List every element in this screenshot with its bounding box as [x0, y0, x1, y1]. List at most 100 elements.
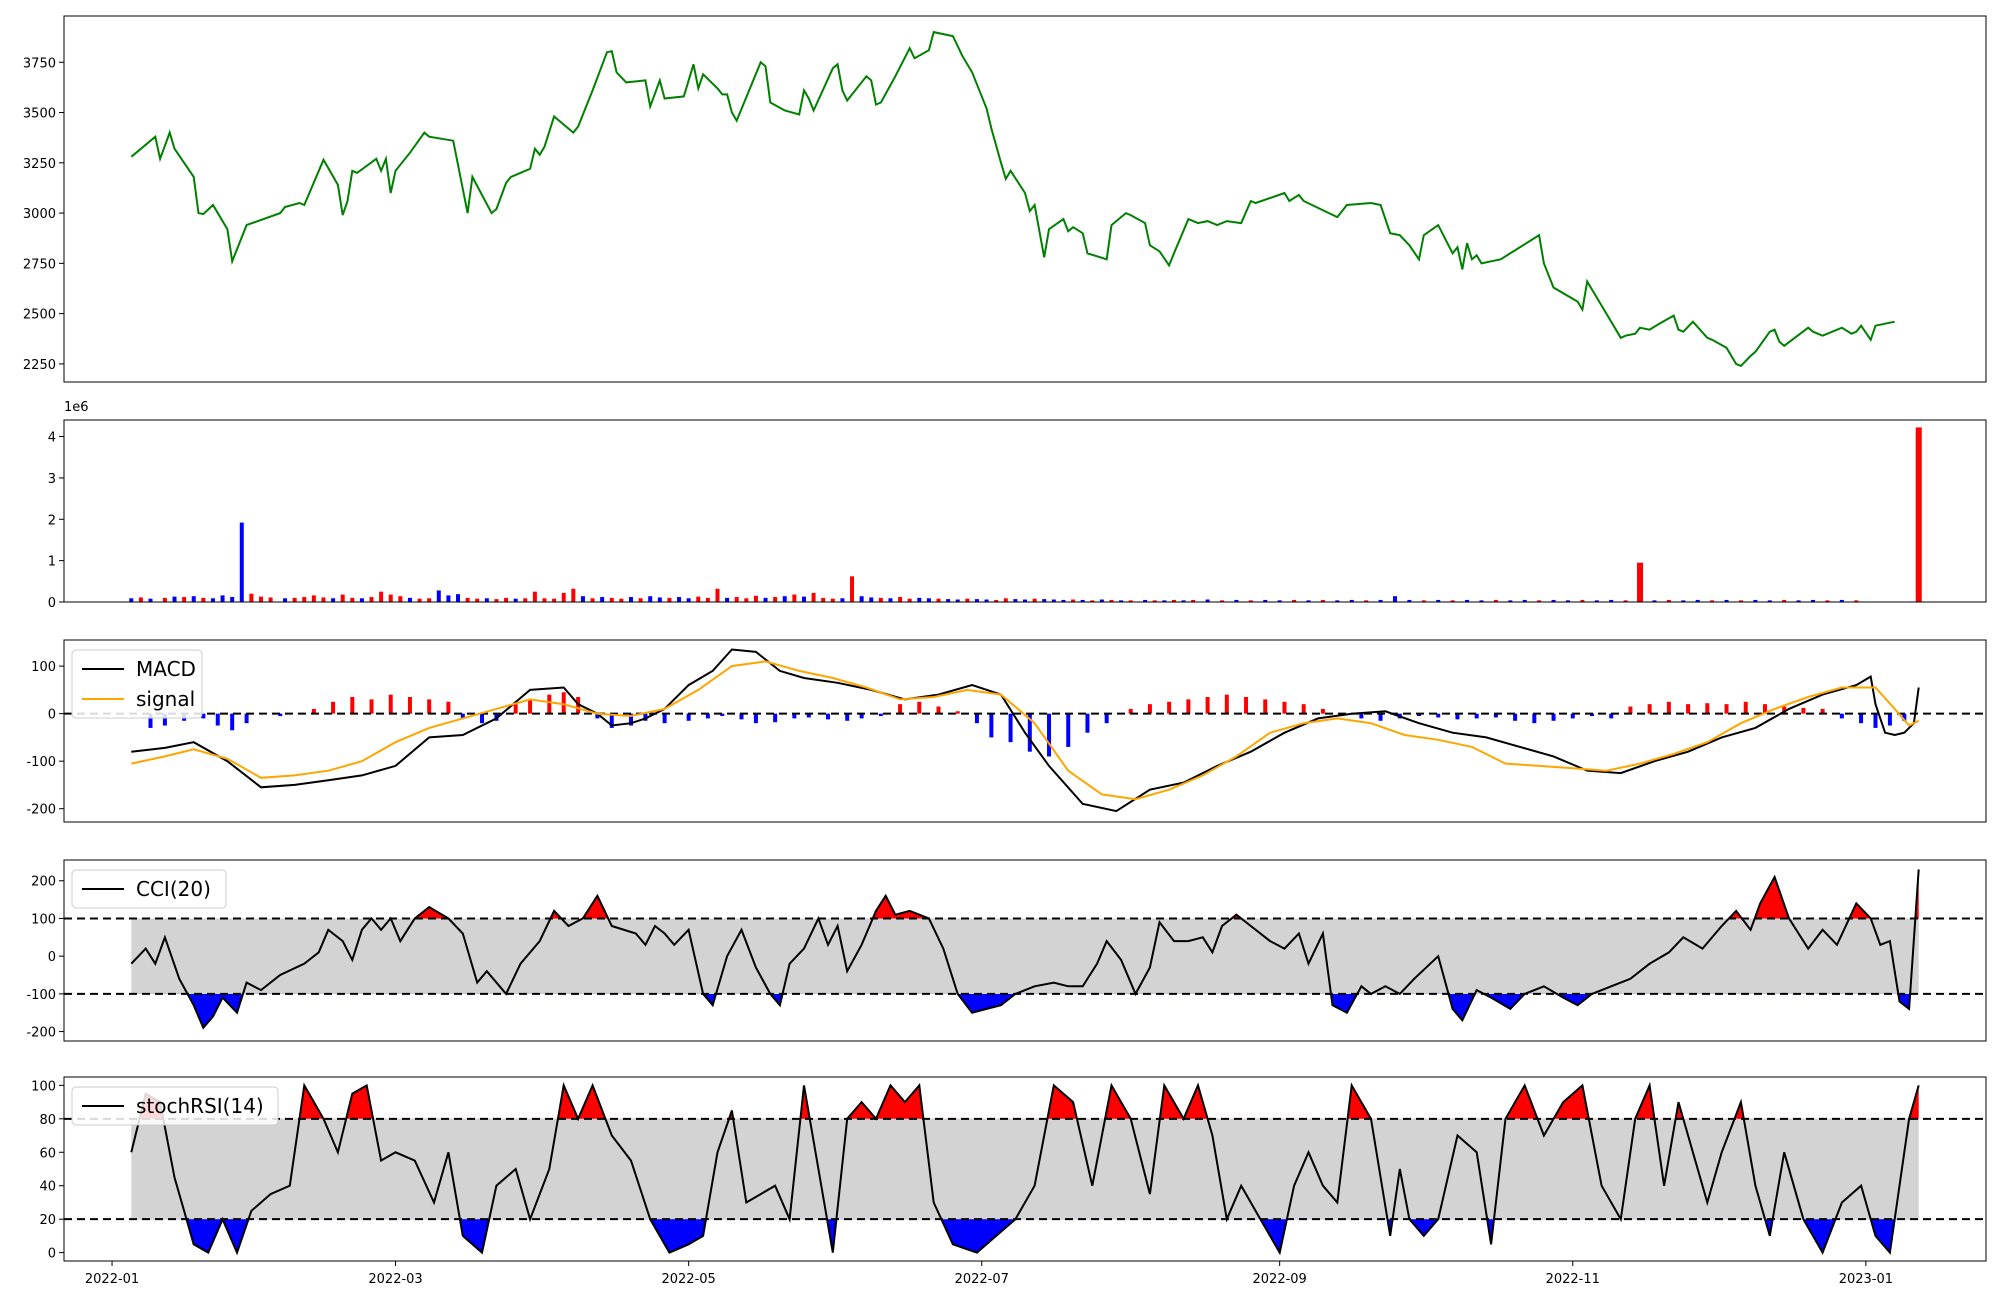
x-tick-label: 2023-01: [1839, 1272, 1893, 1287]
volume-bar: [974, 599, 979, 602]
macd-histogram-bar: [739, 713, 744, 720]
macd-histogram-bar: [1859, 713, 1864, 724]
macd-histogram-bar: [936, 706, 941, 714]
macd-series-line: [131, 660, 1920, 801]
macd-histogram-bar: [1820, 708, 1825, 714]
stochrsi-ytick-label: 80: [39, 1113, 56, 1128]
volume-bar: [1320, 599, 1325, 602]
volume-bar: [1162, 600, 1167, 602]
macd-histogram-bar: [753, 713, 758, 724]
volume-bar: [220, 595, 225, 602]
volume-bar: [239, 522, 244, 602]
macd-ytick-label: -200: [26, 803, 56, 818]
volume-bar: [523, 598, 528, 602]
macd-histogram-bar: [244, 713, 249, 724]
macd-histogram-bar: [1743, 701, 1748, 714]
volume-bar: [878, 597, 883, 602]
macd-histogram-bar: [609, 713, 614, 728]
volume-bar: [600, 597, 605, 602]
volume-bar: [172, 596, 177, 602]
macd-histogram-bar: [825, 713, 830, 720]
volume-bar: [1537, 600, 1542, 602]
volume-bar: [1594, 600, 1599, 602]
macd-histogram-bar: [1066, 713, 1071, 747]
volume-bar: [1407, 599, 1412, 602]
volume-bar: [1292, 599, 1297, 602]
x-tick-label: 2022-05: [661, 1272, 715, 1287]
macd-histogram-bar: [1532, 713, 1537, 724]
volume-bar: [1378, 599, 1383, 602]
volume-bar: [667, 597, 672, 602]
legend-box: [71, 649, 203, 719]
volume-bar: [542, 598, 547, 602]
volume-bar: [1119, 600, 1124, 602]
volume-bar: [734, 597, 739, 602]
volume-bar: [1013, 599, 1018, 602]
volume-bar: [773, 597, 778, 602]
volume-bar: [1854, 600, 1859, 602]
macd-histogram-bar: [1647, 704, 1652, 714]
volume-bar: [1465, 599, 1470, 602]
volume-bar: [1522, 599, 1527, 602]
volume-bar: [283, 598, 288, 602]
macd-histogram-bar: [628, 713, 633, 726]
macd-histogram-bar: [1666, 701, 1671, 714]
macd-histogram-bar: [1085, 713, 1090, 733]
macd-histogram-bar: [1762, 704, 1767, 714]
macd-histogram-bar: [1589, 713, 1594, 717]
cci-ytick-label: 200: [31, 875, 56, 890]
macd-histogram-bar: [1686, 704, 1691, 714]
volume-bar: [1623, 600, 1628, 602]
macd-ytick-label: 0: [48, 708, 56, 723]
macd-histogram-bar: [547, 694, 552, 714]
volume-bar: [1493, 599, 1498, 602]
volume-bar: [1181, 600, 1186, 602]
volume-bar: [830, 598, 835, 602]
volume-bar: [446, 595, 451, 602]
macd-histogram-bar: [1104, 713, 1109, 724]
volume-bar: [504, 597, 509, 602]
volume-bar: [1508, 600, 1513, 602]
macd-histogram-bar: [201, 713, 206, 719]
stochrsi-ytick-label: 0: [48, 1247, 56, 1262]
macd-histogram-bar: [720, 713, 725, 717]
macd-histogram-bar: [427, 699, 432, 714]
volume-bar: [955, 599, 960, 602]
volume-ytick-label: 1: [48, 555, 56, 570]
volume-bar: [1171, 599, 1176, 602]
volume-bar: [162, 597, 167, 602]
volume-bar: [1738, 600, 1743, 602]
legend-entry: CCI(20): [136, 877, 211, 901]
volume-bar: [1796, 600, 1801, 602]
macd-histogram-bar: [845, 713, 850, 721]
volume-bar: [898, 597, 903, 602]
volume-axes-frame: [63, 419, 1987, 603]
stochrsi-ytick-label: 20: [39, 1213, 56, 1228]
price-ytick-label: 2250: [23, 358, 56, 373]
macd-histogram-bar: [1724, 704, 1729, 714]
volume-bar: [907, 598, 912, 602]
volume-bar: [210, 598, 215, 602]
volume-bar: [859, 596, 864, 602]
volume-bar: [917, 597, 922, 602]
volume-bar: [1205, 599, 1210, 602]
volume-bar: [648, 596, 653, 602]
volume-bar: [1565, 600, 1570, 602]
volume-bar: [1753, 599, 1758, 602]
macd-histogram-bar: [215, 713, 220, 726]
volume-bar: [456, 594, 461, 602]
price-ytick-label: 3250: [23, 157, 56, 172]
volume-panel: 0 1 2 3 4: [48, 419, 1987, 611]
macd-histogram-bar: [1873, 713, 1878, 728]
macd-histogram-bar: [513, 704, 518, 714]
macd-histogram-bar: [1474, 713, 1479, 719]
volume-bar: [571, 588, 576, 602]
volume-bar: [1839, 599, 1844, 602]
legend-entry: MACD: [136, 657, 196, 681]
stochrsi-overbought-fill: [139, 1085, 1919, 1119]
volume-bar: [801, 596, 806, 602]
cci-line: [130, 869, 1920, 1030]
volume-bar: [869, 597, 874, 602]
macd-histogram-bar: [806, 713, 811, 718]
